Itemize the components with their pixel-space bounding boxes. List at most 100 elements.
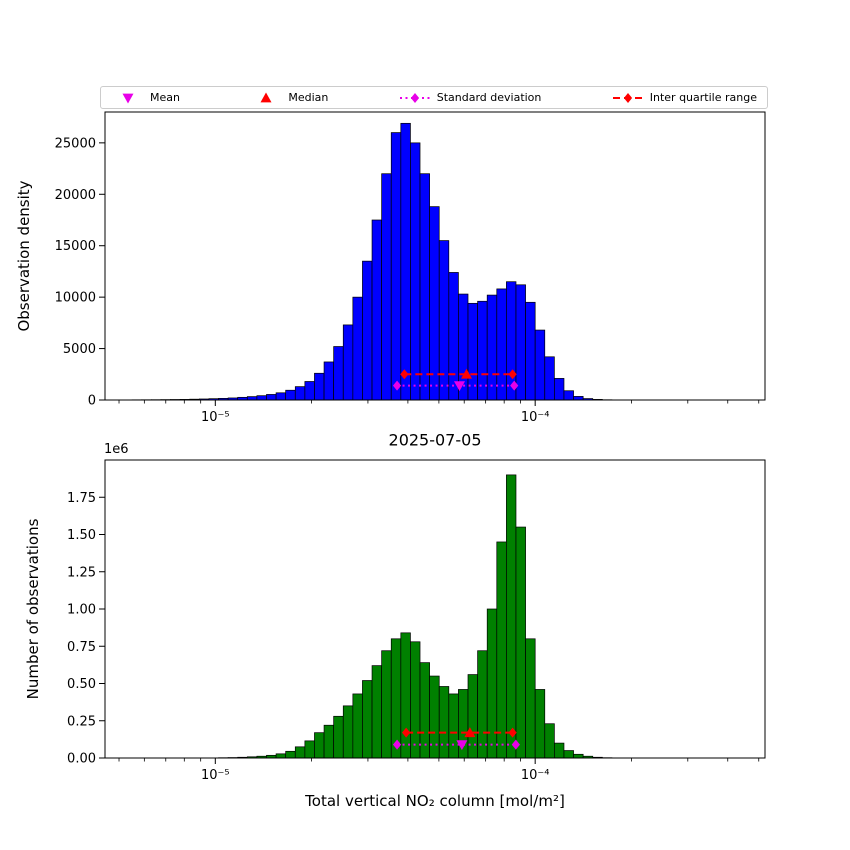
y-tick-label: 0.75 (67, 640, 96, 655)
mean-marker-icon (456, 740, 468, 751)
y-tick-label: 25000 (55, 136, 96, 151)
histogram-bar (304, 381, 315, 401)
y-tick-label: 15000 (55, 239, 96, 254)
top-y-axis-label: Observation density (15, 180, 33, 332)
chart-title: 2025-07-05 (388, 430, 482, 450)
histogram-bar (342, 705, 354, 759)
histogram-bar (477, 650, 488, 759)
histogram-bar (362, 260, 373, 401)
histogram-bar (333, 346, 344, 401)
histogram-bar (554, 742, 565, 759)
histogram-bar (429, 206, 440, 401)
y-tick-label: 10000 (55, 291, 96, 306)
std-low-marker-icon (392, 739, 402, 750)
histogram-bar (410, 641, 421, 759)
legend-item-median: Median (249, 91, 328, 105)
x-tick-label: 10⁻⁵ (201, 768, 230, 783)
histogram-bar (534, 329, 546, 401)
histogram-bar (342, 324, 354, 401)
triangle-up-icon (260, 92, 272, 102)
histogram-bar (410, 142, 421, 401)
histogram-bar (458, 689, 469, 759)
histogram-bar (304, 740, 315, 759)
histogram-bar (573, 753, 584, 759)
y-tick-label: 0.25 (67, 714, 96, 729)
y-tick-label: 5000 (63, 342, 96, 357)
bottom-histogram: 10⁻⁵ 10⁻⁴ 0.00 0.25 0.50 0.75 1.00 1.25 1.50 1.75 (67, 459, 766, 783)
histogram-bar (352, 693, 363, 759)
y-axis-offset-label: 1e6 (104, 442, 129, 457)
histogram-bar (400, 632, 411, 759)
legend: Mean Median Standard deviation Inter quarti… (100, 86, 768, 109)
histogram-bar (381, 173, 392, 401)
std-high-marker-icon (511, 739, 520, 750)
x-tick-label: 10⁻⁴ (521, 410, 550, 425)
histogram-bar (515, 284, 526, 401)
y-tick-label: 0.50 (67, 677, 96, 692)
histogram-bar (333, 715, 344, 759)
y-tick-label: 1.25 (67, 565, 96, 580)
histogram-bar (525, 301, 536, 401)
histogram-bar (266, 394, 277, 401)
histogram-bar (314, 372, 325, 401)
histogram-bar (544, 356, 555, 401)
y-tick-label: 1.50 (67, 528, 96, 543)
legend-item-mean: Mean (111, 91, 180, 105)
histogram-bar (371, 219, 382, 401)
diamond-marker-icon (410, 92, 419, 103)
histogram-bar (554, 378, 565, 401)
histogram-bar (506, 474, 517, 759)
x-tick-label: 10⁻⁴ (521, 768, 550, 783)
histogram-bar (448, 272, 459, 401)
std-high-marker-icon (510, 380, 519, 391)
histogram-bar (544, 723, 555, 759)
triangle-down-icon (122, 93, 134, 103)
histogram-bar (246, 396, 258, 401)
histogram-bar (448, 693, 459, 759)
histogram-bar (362, 680, 373, 759)
histogram-bar (275, 753, 287, 759)
histogram-bar (419, 173, 430, 401)
histogram-bar (563, 390, 574, 401)
histogram-bar (285, 389, 296, 401)
std-low-marker-icon (392, 380, 402, 391)
median-marker-icon (461, 368, 473, 379)
histogram-bar (525, 638, 536, 759)
histogram-bar (381, 650, 392, 759)
histogram-bar (496, 288, 507, 401)
histogram-bar (314, 732, 325, 759)
histogram-bar (275, 392, 287, 401)
iqr-low-marker-icon (402, 727, 411, 738)
median-marker-icon (464, 727, 476, 738)
histogram-bar (438, 686, 450, 759)
axes-frame (104, 111, 766, 401)
histogram-bar (515, 526, 526, 759)
y-tick-label: 20000 (55, 188, 96, 203)
iqr-high-marker-icon (508, 369, 517, 380)
histogram-bar (573, 396, 584, 401)
bottom-y-axis-label: Number of observations (24, 518, 42, 700)
histogram-bar (534, 689, 546, 759)
histogram-bar (285, 750, 296, 759)
iqr-low-marker-icon (400, 369, 409, 380)
histogram-bar (486, 294, 498, 401)
diamond-dotted-icon (399, 92, 430, 103)
histogram-bar (429, 675, 440, 759)
triangle-up-icon (260, 92, 272, 102)
y-tick-label: 1.00 (67, 603, 96, 618)
histogram-bar (256, 395, 267, 401)
y-tick-label: 0 (88, 394, 96, 409)
y-tick-label: 0.00 (67, 752, 96, 767)
legend-item-standard-deviation: Standard deviation (398, 91, 541, 105)
diamond-dashed-icon (612, 92, 643, 103)
triangle-down-icon (122, 93, 134, 103)
histogram-bar (352, 296, 363, 401)
legend-label: Inter quartile range (649, 91, 757, 104)
histogram-bar (563, 750, 574, 759)
histogram-bar (323, 361, 335, 401)
diamond-marker-icon (623, 92, 632, 103)
histogram-bar (371, 665, 382, 759)
legend-label: Mean (150, 91, 180, 104)
